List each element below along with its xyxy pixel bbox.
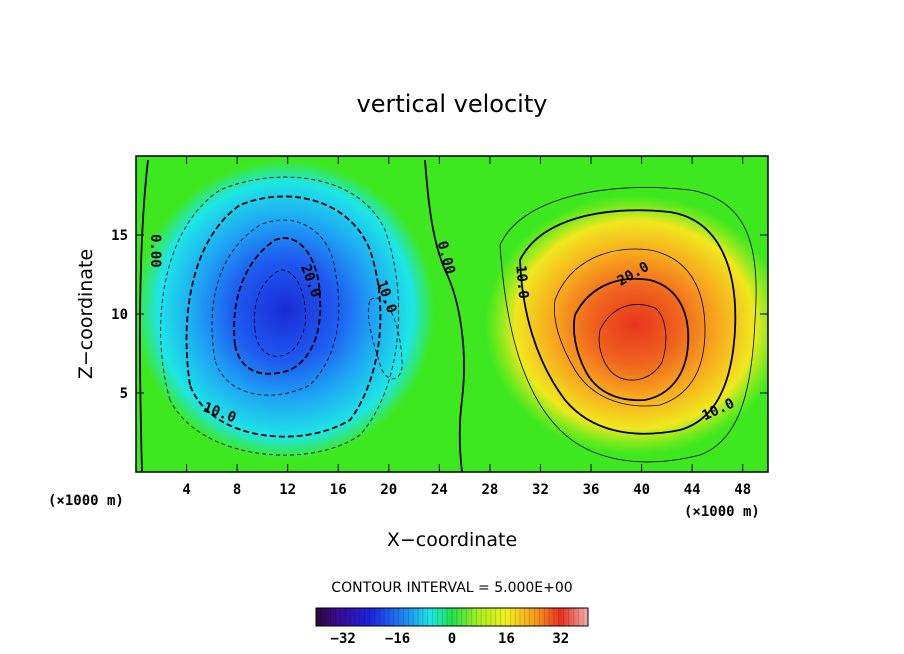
contour-label: 0.00	[147, 234, 163, 268]
contour-neg-10	[185, 195, 382, 438]
x-tick-label: 48	[734, 482, 751, 498]
colorbar-tick-label: −16	[385, 631, 410, 647]
z-tick-label: 5	[120, 386, 128, 402]
colorbar-stripes	[320, 608, 584, 626]
contour-lines	[139, 159, 757, 472]
z-tick-label: 15	[111, 228, 128, 244]
updraft-region	[485, 195, 768, 455]
x-tick-label: 4	[182, 482, 190, 498]
colorbar-tick-label: 0	[448, 631, 456, 647]
x-tick-label: 24	[431, 482, 448, 498]
z-axis-ticks: 5 10 15	[111, 228, 768, 402]
colorbar-tick-label: 16	[498, 631, 515, 647]
x-tick-label: 12	[279, 482, 296, 498]
colorbar	[315, 607, 589, 627]
contour-neg-20	[233, 237, 322, 375]
y-axis-label: Z−coordinate	[75, 249, 97, 379]
x-tick-label: 36	[583, 482, 600, 498]
chart-title: vertical velocity	[357, 90, 548, 118]
contour-label: 10.0	[512, 265, 531, 300]
contour-interval-text: CONTOUR INTERVAL = 5.000E+00	[331, 580, 572, 596]
contour-pos-5	[499, 187, 757, 463]
x-tick-label: 20	[380, 482, 397, 498]
z-tick-label: 10	[111, 307, 128, 323]
contour-pos-15	[554, 248, 706, 407]
contour-zero-center	[424, 159, 465, 472]
x-tick-label: 32	[532, 482, 549, 498]
contour-neg-25	[254, 269, 306, 357]
contour-pos-10	[519, 209, 737, 435]
x-tick-label: 44	[684, 482, 701, 498]
x-tick-label: 40	[633, 482, 650, 498]
downdraft-region	[136, 160, 435, 460]
contour-zero-left	[139, 159, 149, 472]
x-units-left: (×1000 m)	[48, 493, 124, 509]
contour-pos-25	[598, 304, 667, 381]
contour-neg-small	[367, 297, 403, 380]
plot-area	[136, 156, 768, 472]
contour-pos-20	[572, 277, 690, 402]
colorbar-tick-label: 32	[552, 631, 569, 647]
x-tick-label: 8	[233, 482, 241, 498]
x-tick-label: 16	[330, 482, 347, 498]
x-tick-label: 28	[481, 482, 498, 498]
x-axis-label: X−coordinate	[387, 529, 517, 551]
x-units-right: (×1000 m)	[684, 504, 760, 520]
x-axis-ticks: 4 8 12 16 20 24 28 32 36 40 44 48	[182, 156, 751, 498]
contour-neg-15	[211, 219, 340, 396]
contour-neg-5	[160, 176, 400, 456]
colorbar-ticks: −32 −16 0 16 32	[331, 631, 570, 647]
colorbar-tick-label: −32	[331, 631, 356, 647]
